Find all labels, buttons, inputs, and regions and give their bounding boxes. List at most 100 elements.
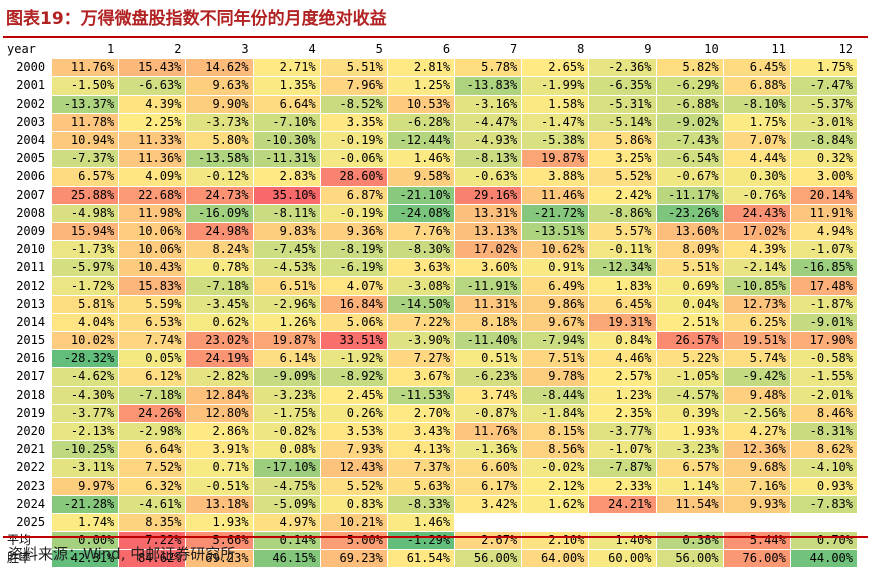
return-cell: -21.72% <box>521 203 590 223</box>
year-label: 2008 <box>2 203 53 223</box>
return-cell: -6.19% <box>319 258 388 278</box>
table-body: 2000 11.76% 15.43% 14.62% 2.71% 5.51% 2.81% 5.7… <box>2 58 859 569</box>
year-label: 2000 <box>2 58 53 78</box>
return-cell: -2.01% <box>789 385 859 405</box>
return-cell: 3.88% <box>521 167 590 187</box>
return-cell: 35.10% <box>252 185 321 205</box>
return-cell: -7.18% <box>185 276 254 296</box>
return-cell: 5.52% <box>319 476 388 496</box>
return-cell: 8.18% <box>454 312 523 333</box>
return-cell: 5.44% <box>722 531 791 551</box>
table-row: 2016 -28.32% 0.05% 24.19% 6.14% -1.92% 7.27% 0.… <box>2 349 859 369</box>
return-cell: 3.42% <box>454 494 523 514</box>
return-cell: 0.78% <box>185 258 254 278</box>
return-cell: -8.52% <box>319 94 388 114</box>
return-cell: -7.43% <box>655 130 724 151</box>
summary-label: 胜率 <box>2 549 53 569</box>
return-cell: -5.38% <box>521 130 590 151</box>
year-label: 2015 <box>2 330 53 351</box>
year-label: 2012 <box>2 276 53 296</box>
return-cell: 24.73% <box>185 185 254 205</box>
table-row: 2013 5.81% 5.59% -3.45% -2.96% 16.84% -14.50% 1… <box>2 294 859 314</box>
return-cell: -13.83% <box>454 76 523 96</box>
return-cell: 5.78% <box>454 58 523 78</box>
table-row: 2025 1.74% 8.35% 1.93% 4.97% 10.21% 1.46% <box>2 512 859 533</box>
return-cell: -1.36% <box>454 440 523 460</box>
return-cell: -8.86% <box>588 203 657 223</box>
return-cell: 7.16% <box>722 476 791 496</box>
table-row: 2018 -4.30% -7.18% 12.84% -3.23% 2.45% -11.53%… <box>2 385 859 405</box>
return-cell: -11.40% <box>454 330 523 351</box>
table-row: 2019 -3.77% 24.26% 12.80% -1.75% 0.26% 2.70% -0… <box>2 403 859 423</box>
return-cell: -1.29% <box>386 531 456 551</box>
return-cell: 2.42% <box>588 185 657 205</box>
return-cell: -3.11% <box>51 458 120 478</box>
return-cell: -3.08% <box>386 276 456 296</box>
return-cell: -2.96% <box>252 294 321 314</box>
year-label: 2023 <box>2 476 53 496</box>
return-cell: 29.16% <box>454 185 523 205</box>
return-cell: 1.35% <box>252 76 321 96</box>
return-cell: -7.83% <box>789 494 859 514</box>
return-cell: 0.70% <box>789 531 859 551</box>
return-cell: 11.33% <box>118 130 187 151</box>
return-cell: 7.27% <box>386 349 456 369</box>
return-cell: 13.18% <box>185 494 254 514</box>
return-cell: -12.34% <box>588 258 657 278</box>
return-cell: 4.94% <box>789 221 859 242</box>
return-cell <box>655 512 724 533</box>
return-cell: 13.13% <box>454 221 523 242</box>
return-cell: 0.38% <box>655 531 724 551</box>
return-cell: -1.05% <box>655 367 724 387</box>
return-cell: 33.51% <box>319 330 388 351</box>
table-row: 2014 4.04% 6.53% 0.62% 1.26% 5.06% 7.22% 8.18% 9… <box>2 312 859 333</box>
return-cell: -13.58% <box>185 149 254 169</box>
return-cell: -11.91% <box>454 276 523 296</box>
return-cell: 10.62% <box>521 240 590 260</box>
return-cell: 7.74% <box>118 330 187 351</box>
return-cell: 1.74% <box>51 512 120 533</box>
return-cell: -5.97% <box>51 258 120 278</box>
return-cell: -0.51% <box>185 476 254 496</box>
return-cell: 1.93% <box>185 512 254 533</box>
return-cell: 6.57% <box>655 458 724 478</box>
return-cell: 20.14% <box>789 185 859 205</box>
return-cell: 9.78% <box>521 367 590 387</box>
return-cell: -7.37% <box>51 149 120 169</box>
return-cell: 9.63% <box>185 76 254 96</box>
return-cell: 3.67% <box>386 367 456 387</box>
return-cell: 5.63% <box>386 476 456 496</box>
return-cell: -3.23% <box>655 440 724 460</box>
return-cell: 44.00% <box>789 549 859 569</box>
month-header: 8 <box>521 39 590 60</box>
return-cell: 4.97% <box>252 512 321 533</box>
return-cell: 60.00% <box>588 549 657 569</box>
return-cell: -24.08% <box>386 203 456 223</box>
return-cell: 2.70% <box>386 403 456 423</box>
return-cell: 5.52% <box>588 167 657 187</box>
return-cell: 7.37% <box>386 458 456 478</box>
return-cell: 2.81% <box>386 58 456 78</box>
return-cell: 15.43% <box>118 58 187 78</box>
return-cell: 2.83% <box>252 167 321 187</box>
return-cell: 84.62% <box>118 549 187 569</box>
return-cell: -10.25% <box>51 440 120 460</box>
return-cell: -0.19% <box>319 203 388 223</box>
return-cell: 8.46% <box>789 403 859 423</box>
return-cell: -6.63% <box>118 76 187 96</box>
return-cell: 1.40% <box>588 531 657 551</box>
return-cell: 3.74% <box>454 385 523 405</box>
month-header: 12 <box>789 39 859 60</box>
month-header: 4 <box>252 39 321 60</box>
return-cell: 2.10% <box>521 531 590 551</box>
table-row: 2008 -4.98% 11.98% -16.09% -8.11% -0.19% -24.0… <box>2 203 859 223</box>
return-cell: 9.68% <box>722 458 791 478</box>
return-cell: 3.25% <box>588 149 657 169</box>
return-cell: -4.75% <box>252 476 321 496</box>
return-cell: 1.23% <box>588 385 657 405</box>
return-cell: 3.53% <box>319 421 388 442</box>
year-label: 2022 <box>2 458 53 478</box>
return-cell: 4.09% <box>118 167 187 187</box>
return-cell <box>588 512 657 533</box>
return-cell: 6.45% <box>588 294 657 314</box>
